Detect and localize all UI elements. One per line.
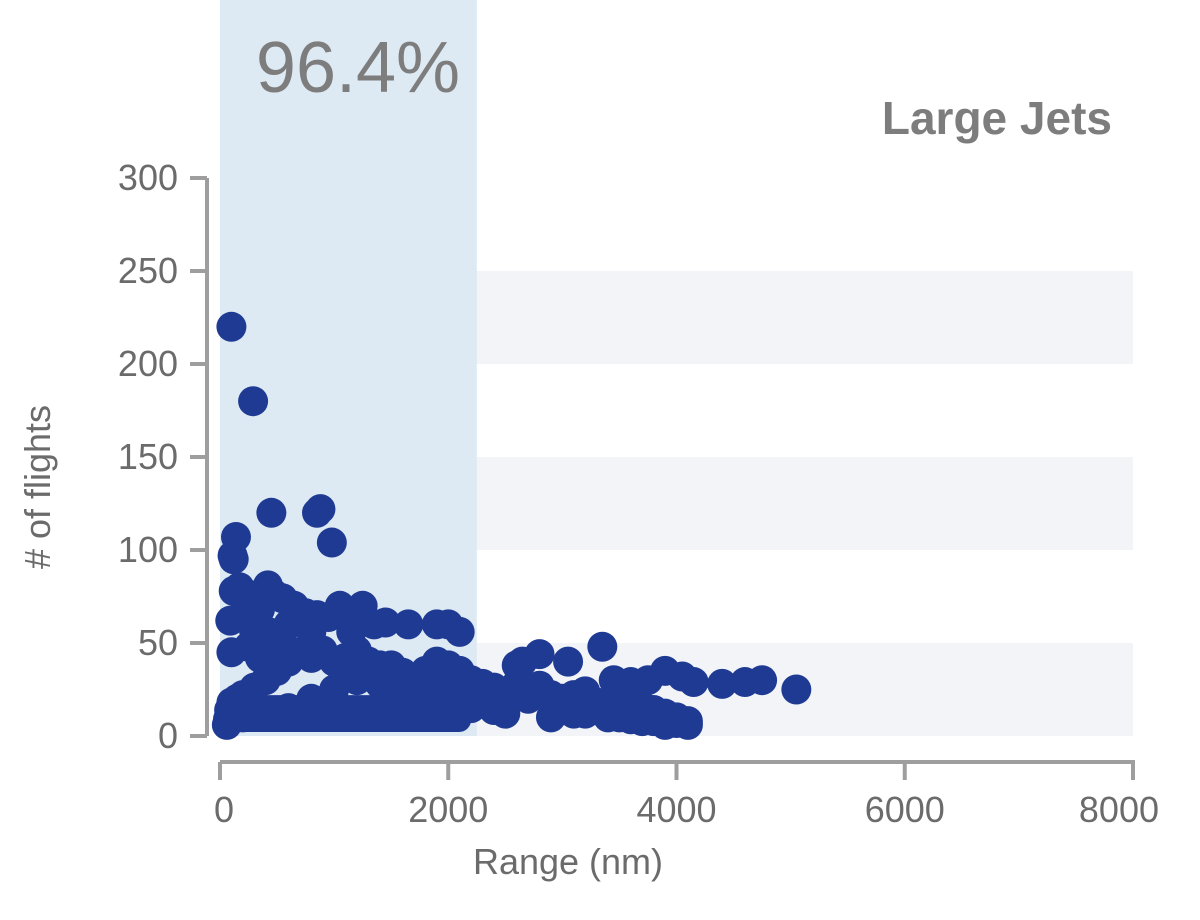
y-axis-label: # of flights (17, 405, 58, 569)
data-point (218, 544, 249, 575)
data-point (553, 646, 584, 677)
data-point (747, 665, 778, 696)
dense-point-cluster (220, 695, 472, 732)
highlight-percentage: 96.4% (256, 28, 460, 108)
data-point (393, 609, 424, 640)
data-point (370, 607, 401, 638)
y-tick-label: 0 (158, 715, 178, 756)
data-point (513, 683, 544, 714)
data-point (678, 667, 709, 698)
axes: 0 50 100 150 200 250 300 0 2000 4000 6000 8000 (118, 157, 1159, 830)
y-tick-label: 250 (118, 250, 178, 291)
x-tick-label: 4000 (636, 789, 716, 830)
data-point (444, 616, 475, 647)
data-point (284, 639, 315, 670)
chart-title: Large Jets (882, 92, 1112, 144)
data-point (399, 665, 430, 696)
data-point (781, 674, 812, 705)
data-point (707, 668, 738, 699)
data-point (638, 706, 669, 737)
data-point (238, 386, 269, 417)
y-tick-label: 100 (118, 529, 178, 570)
data-point (547, 694, 578, 725)
data-point (490, 698, 521, 729)
data-points (211, 311, 812, 740)
data-point (256, 497, 287, 528)
data-point (593, 702, 624, 733)
x-axis-label: Range (nm) (473, 841, 663, 882)
data-point (353, 646, 384, 677)
x-tick-label: 2000 (408, 789, 488, 830)
data-point (376, 650, 407, 681)
data-point (570, 698, 601, 729)
y-tick-label: 150 (118, 436, 178, 477)
x-tick-label: 0 (214, 789, 234, 830)
x-tick-label: 6000 (865, 789, 945, 830)
y-tick-label: 200 (118, 343, 178, 384)
data-point (316, 527, 347, 558)
data-point (524, 639, 555, 670)
data-point (215, 605, 246, 636)
data-point (467, 687, 498, 718)
y-tick-label: 50 (138, 622, 178, 663)
data-point (305, 494, 336, 525)
y-tick-label: 300 (118, 157, 178, 198)
data-point (216, 311, 247, 342)
data-point (615, 704, 646, 735)
data-point (421, 668, 452, 699)
data-point (307, 635, 338, 666)
data-point (330, 642, 361, 673)
data-point (244, 642, 275, 673)
data-point (587, 631, 618, 662)
x-tick-label: 8000 (1079, 789, 1159, 830)
data-point (661, 707, 692, 738)
